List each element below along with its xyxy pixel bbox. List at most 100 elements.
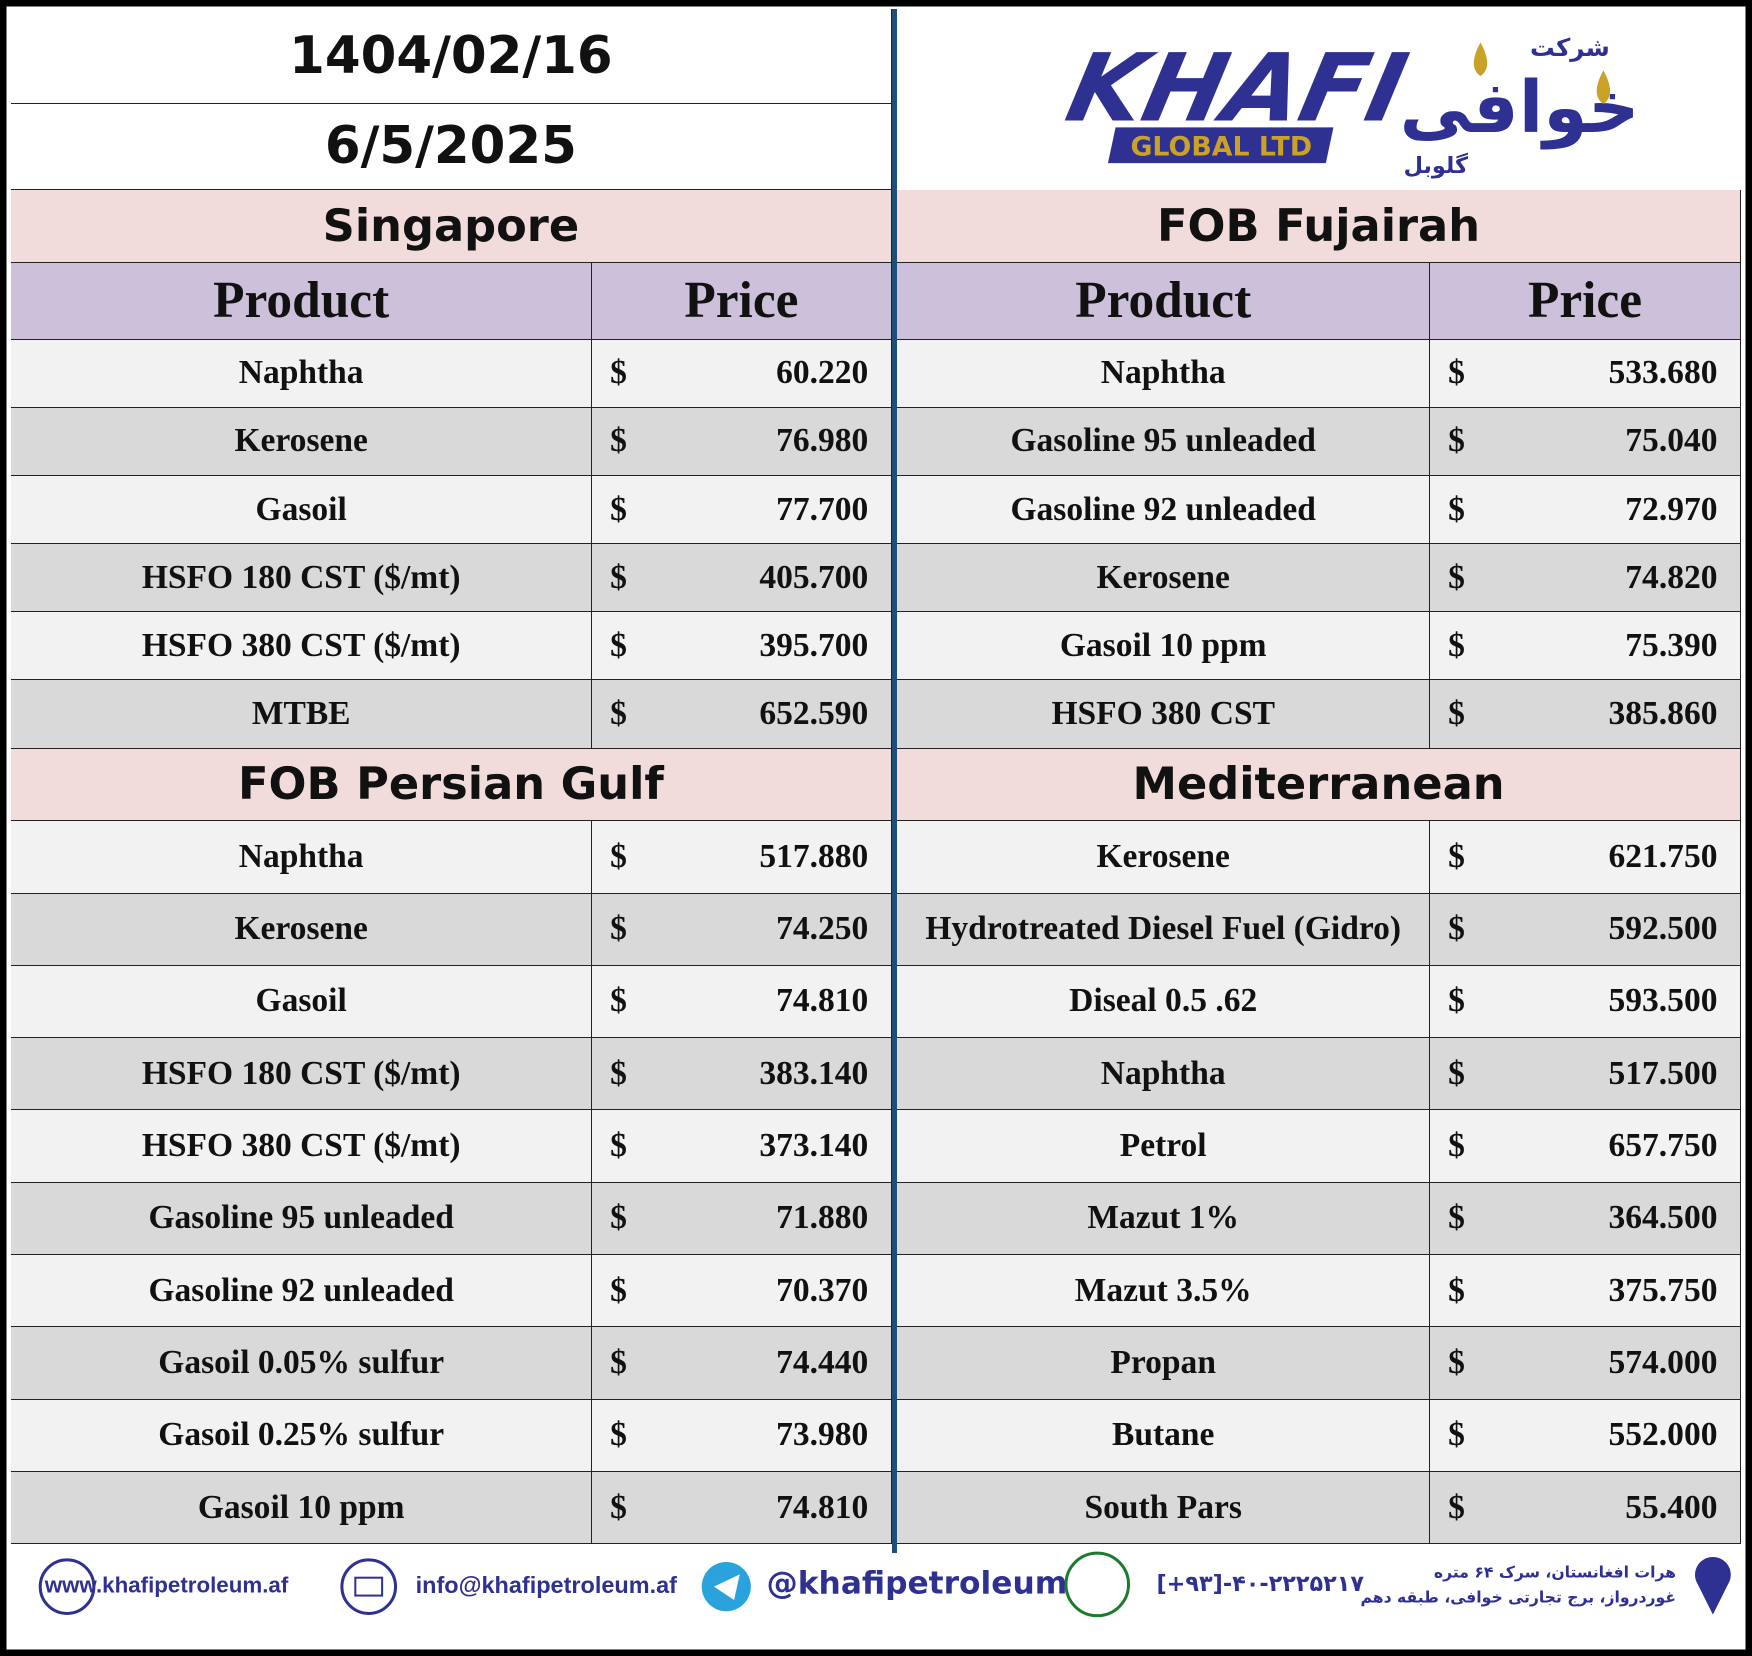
price-cell: $74.810 bbox=[592, 965, 892, 1039]
product-name: Gasoil 0.25% sulfur bbox=[11, 1399, 593, 1472]
currency: $ bbox=[610, 422, 627, 460]
currency: $ bbox=[610, 910, 627, 948]
currency: $ bbox=[610, 1416, 627, 1454]
currency: $ bbox=[610, 354, 627, 392]
currency: $ bbox=[1448, 910, 1465, 948]
product-name: Hydrotreated Diesel Fuel (Gidro) bbox=[897, 893, 1431, 966]
price-cell: $375.750 bbox=[1430, 1255, 1741, 1328]
globe-icon bbox=[38, 1558, 96, 1615]
price-value: 75.390 bbox=[1625, 626, 1718, 664]
currency: $ bbox=[610, 1488, 627, 1526]
product-name: South Pars bbox=[897, 1471, 1431, 1545]
product-name: HSFO 180 CST ($/mt) bbox=[11, 544, 593, 613]
product-name: Kerosene bbox=[11, 893, 593, 966]
product-name: Gasoil 0.05% sulfur bbox=[11, 1327, 593, 1400]
price-cell: $533.680 bbox=[1430, 339, 1741, 408]
price-cell: $75.390 bbox=[1430, 612, 1741, 681]
price-cell: $60.220 bbox=[592, 339, 892, 408]
column-header: Product bbox=[11, 262, 593, 340]
column-header: Product bbox=[897, 262, 1431, 340]
column-header: Price bbox=[1430, 262, 1741, 340]
product-name: Kerosene bbox=[897, 544, 1431, 613]
price-cell: $71.880 bbox=[592, 1182, 892, 1255]
address-line: غوردرواز، برج تجارتی خوافی، طبقه دهم bbox=[1361, 1587, 1677, 1606]
price-value: 574.000 bbox=[1608, 1343, 1718, 1381]
product-name: MTBE bbox=[11, 680, 593, 749]
product-name: Propan bbox=[897, 1327, 1431, 1400]
column-divider bbox=[891, 8, 898, 1554]
logo-name: KHAFI bbox=[1058, 35, 1416, 144]
product-name: Mazut 1% bbox=[897, 1182, 1431, 1255]
product-name: Butane bbox=[897, 1399, 1431, 1472]
currency: $ bbox=[610, 1199, 627, 1237]
product-name: Gasoline 92 unleaded bbox=[11, 1255, 593, 1328]
price-value: 373.140 bbox=[759, 1127, 869, 1165]
price-cell: $574.000 bbox=[1430, 1327, 1741, 1400]
price-value: 383.140 bbox=[759, 1054, 869, 1092]
price-value: 593.500 bbox=[1608, 982, 1718, 1020]
price-value: 74.810 bbox=[776, 982, 869, 1020]
mail-glyph bbox=[354, 1576, 384, 1597]
product-name: Gasoline 95 unleaded bbox=[11, 1182, 593, 1255]
price-value: 533.680 bbox=[1608, 354, 1718, 392]
price-value: 364.500 bbox=[1608, 1199, 1718, 1237]
price-cell: $77.700 bbox=[592, 475, 892, 545]
currency: $ bbox=[610, 1343, 627, 1381]
price-value: 55.400 bbox=[1625, 1488, 1718, 1526]
product-name: HSFO 380 CST bbox=[897, 680, 1431, 749]
product-name: HSFO 180 CST ($/mt) bbox=[11, 1038, 593, 1111]
currency: $ bbox=[1448, 354, 1465, 392]
currency: $ bbox=[610, 1127, 627, 1165]
currency: $ bbox=[1448, 1416, 1465, 1454]
price-value: 71.880 bbox=[776, 1199, 869, 1237]
currency: $ bbox=[610, 982, 627, 1020]
price-cell: $517.500 bbox=[1430, 1038, 1741, 1111]
product-name: Gasoline 92 unleaded bbox=[897, 475, 1431, 545]
currency: $ bbox=[610, 695, 627, 733]
price-cell: $517.880 bbox=[592, 821, 892, 894]
currency: $ bbox=[1448, 558, 1465, 596]
price-cell: $74.820 bbox=[1430, 544, 1741, 613]
section-title: FOB Fujairah bbox=[897, 189, 1741, 263]
currency: $ bbox=[1448, 837, 1465, 875]
price-value: 375.750 bbox=[1608, 1271, 1718, 1309]
product-name: Diseal 0.5 .62 bbox=[897, 965, 1431, 1039]
product-name: Kerosene bbox=[11, 407, 593, 476]
price-value: 657.750 bbox=[1608, 1127, 1718, 1165]
price-value: 517.880 bbox=[759, 837, 869, 875]
product-name: Naphtha bbox=[11, 821, 593, 894]
price-cell: $70.370 bbox=[592, 1255, 892, 1328]
logo-persian-prefix: شرکت bbox=[1530, 33, 1610, 62]
product-name: Mazut 3.5% bbox=[897, 1255, 1431, 1328]
product-name: Naphtha bbox=[11, 339, 593, 408]
product-name: Gasoil 10 ppm bbox=[897, 612, 1431, 681]
price-value: 517.500 bbox=[1608, 1054, 1718, 1092]
logo-subtitle: GLOBAL LTD bbox=[1130, 131, 1312, 162]
price-cell: $657.750 bbox=[1430, 1110, 1741, 1183]
price-value: 552.000 bbox=[1608, 1416, 1718, 1454]
price-cell: $74.440 bbox=[592, 1327, 892, 1400]
currency: $ bbox=[1448, 490, 1465, 528]
currency: $ bbox=[610, 837, 627, 875]
currency: $ bbox=[1448, 1271, 1465, 1309]
price-value: 74.810 bbox=[776, 1488, 869, 1526]
price-cell: $383.140 bbox=[592, 1038, 892, 1111]
section-title: FOB Persian Gulf bbox=[11, 748, 892, 822]
price-cell: $621.750 bbox=[1430, 821, 1741, 894]
price-value: 73.980 bbox=[776, 1416, 869, 1454]
price-value: 405.700 bbox=[759, 558, 869, 596]
price-cell: $385.860 bbox=[1430, 680, 1741, 749]
price-cell: $72.970 bbox=[1430, 475, 1741, 545]
location-icon bbox=[1695, 1556, 1731, 1615]
address-line: هرات افغانستان، سرک ۶۴ متره bbox=[1434, 1563, 1676, 1582]
section-title: Singapore bbox=[11, 189, 892, 263]
price-cell: $73.980 bbox=[592, 1399, 892, 1472]
column-header: Price bbox=[592, 262, 892, 340]
price-cell: $593.500 bbox=[1430, 965, 1741, 1039]
telegram: @khafipetroleum bbox=[767, 1565, 1068, 1601]
price-value: 77.700 bbox=[776, 490, 869, 528]
price-value: 74.250 bbox=[776, 910, 869, 948]
price-cell: $75.040 bbox=[1430, 407, 1741, 476]
